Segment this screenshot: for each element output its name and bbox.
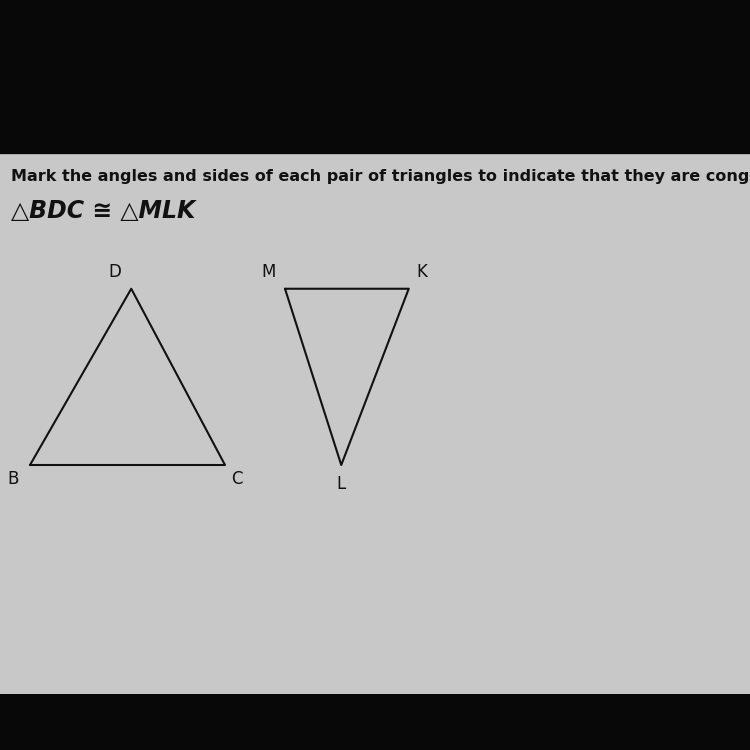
Text: K: K: [417, 263, 428, 281]
Bar: [0, 0, 750, 154]
Text: M: M: [261, 263, 276, 281]
Text: L: L: [337, 475, 346, 493]
Text: C: C: [231, 470, 243, 488]
Text: △BDC ≅ △MLK: △BDC ≅ △MLK: [11, 199, 196, 223]
Bar: [0, 694, 750, 750]
Text: D: D: [108, 263, 122, 281]
Text: Mark the angles and sides of each pair of triangles to indicate that they are co: Mark the angles and sides of each pair o…: [11, 169, 750, 184]
Text: B: B: [8, 470, 20, 488]
